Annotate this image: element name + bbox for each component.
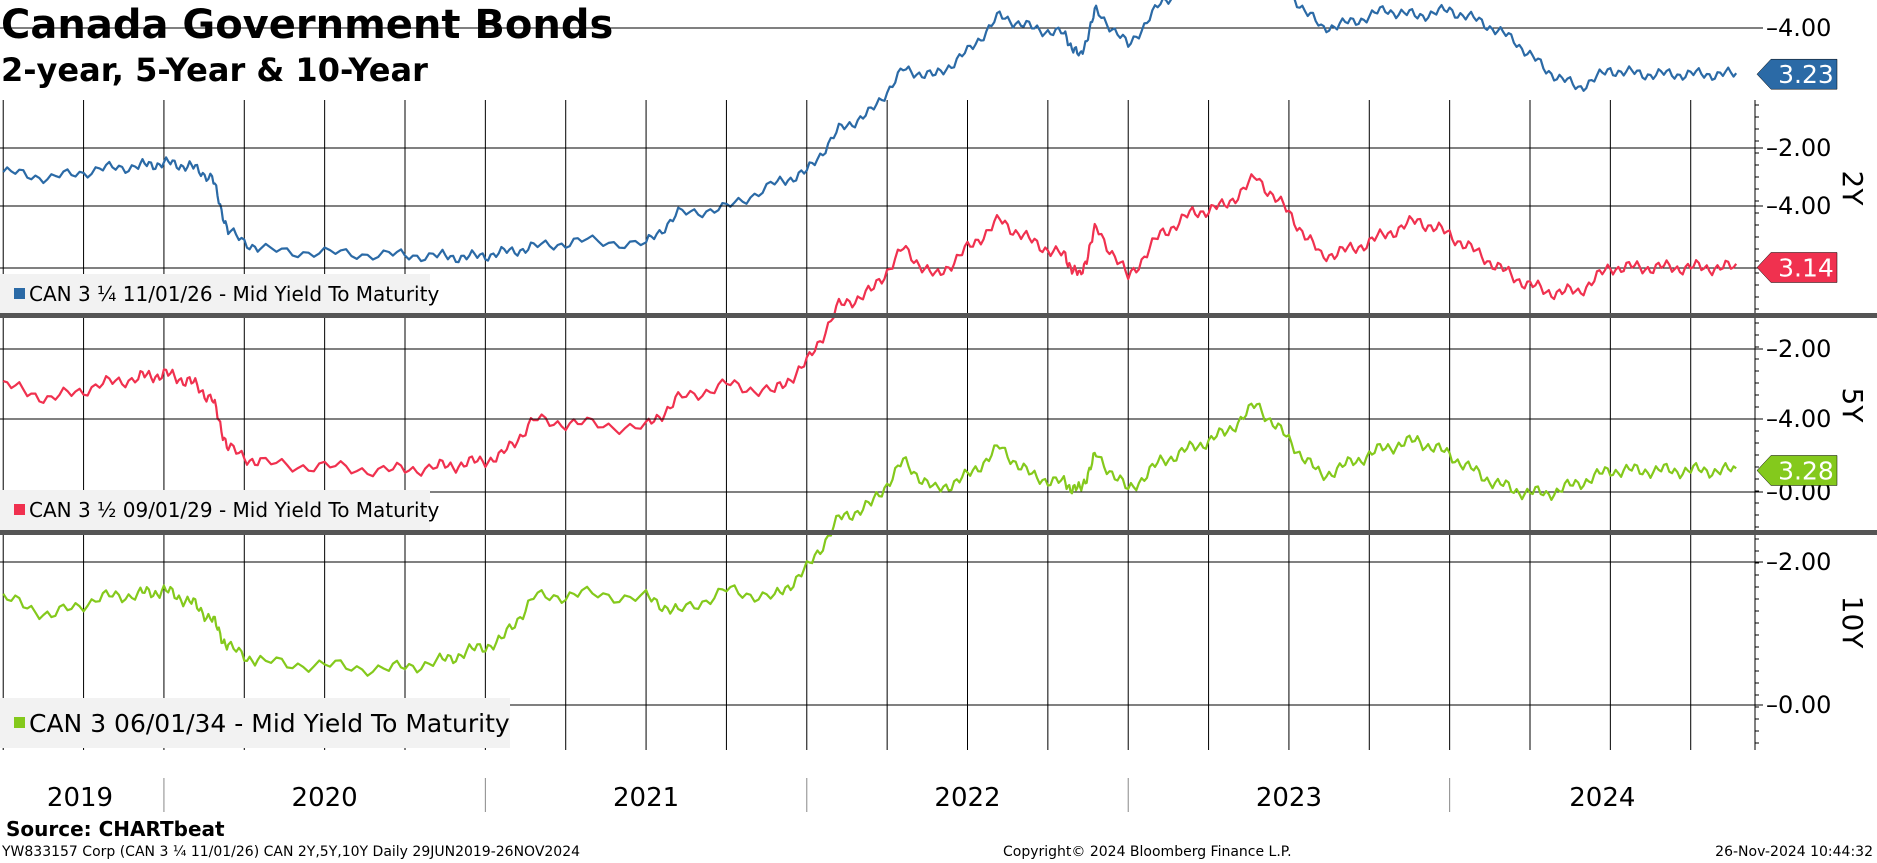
legend-box xyxy=(0,698,510,748)
y-tick-label: –0.00 xyxy=(1766,691,1831,719)
chart-title: Canada Government Bonds xyxy=(1,2,614,48)
legend-label: CAN 3 ¼ 11/01/26 - Mid Yield To Maturity xyxy=(29,282,439,306)
y-tick-label: –2.00 xyxy=(1766,335,1831,363)
footer-ticker-info: YW833157 Corp (CAN 3 ¼ 11/01/26) CAN 2Y,… xyxy=(2,844,581,860)
y-tick-label: –4.00 xyxy=(1766,405,1831,433)
last-value-tag xyxy=(1756,252,1838,283)
panel-label-5Y: 5Y xyxy=(1836,388,1869,424)
series-line-5Y xyxy=(2,173,1738,478)
x-year-label: 2020 xyxy=(292,783,358,813)
y-tick-label: –4.00 xyxy=(1766,14,1831,42)
panel-separator xyxy=(0,530,1877,535)
legend-swatch xyxy=(14,504,25,515)
panel-label-2Y: 2Y xyxy=(1836,171,1869,207)
panel-label-10Y: 10Y xyxy=(1836,596,1869,650)
legend-box xyxy=(0,274,430,314)
x-year-label: 2024 xyxy=(1569,783,1635,813)
legend-swatch xyxy=(14,288,25,299)
legend-label: CAN 3 ½ 09/01/29 - Mid Yield To Maturity xyxy=(29,498,439,522)
y-tick-label: –4.00 xyxy=(1766,192,1831,220)
legend-label: CAN 3 06/01/34 - Mid Yield To Maturity xyxy=(29,709,510,738)
last-value-label: 3.28 xyxy=(1778,456,1834,485)
source-label: Source: CHARTbeat xyxy=(6,817,225,841)
panel-separator xyxy=(0,313,1877,318)
x-year-label: 2021 xyxy=(613,783,679,813)
footer-timestamp: 26-Nov-2024 10:44:32 xyxy=(1715,844,1873,860)
last-value-tag xyxy=(1756,58,1838,90)
last-value-tag xyxy=(1756,455,1838,486)
x-year-label: 2019 xyxy=(47,783,113,813)
series-line-2Y xyxy=(2,0,1738,264)
legend-swatch xyxy=(14,717,25,728)
series-line-10Y xyxy=(2,402,1737,677)
legend-box xyxy=(0,490,430,530)
chart-subtitle: 2-year, 5-Year & 10-Year xyxy=(1,51,428,89)
x-year-label: 2022 xyxy=(934,783,1000,813)
y-tick-label: –2.00 xyxy=(1766,548,1831,576)
footer-copyright: Copyright© 2024 Bloomberg Finance L.P. xyxy=(1003,844,1292,860)
x-year-label: 2023 xyxy=(1256,783,1322,813)
y-tick-label: –2.00 xyxy=(1766,134,1831,162)
last-value-label: 3.23 xyxy=(1778,60,1834,89)
last-value-label: 3.14 xyxy=(1778,253,1834,282)
